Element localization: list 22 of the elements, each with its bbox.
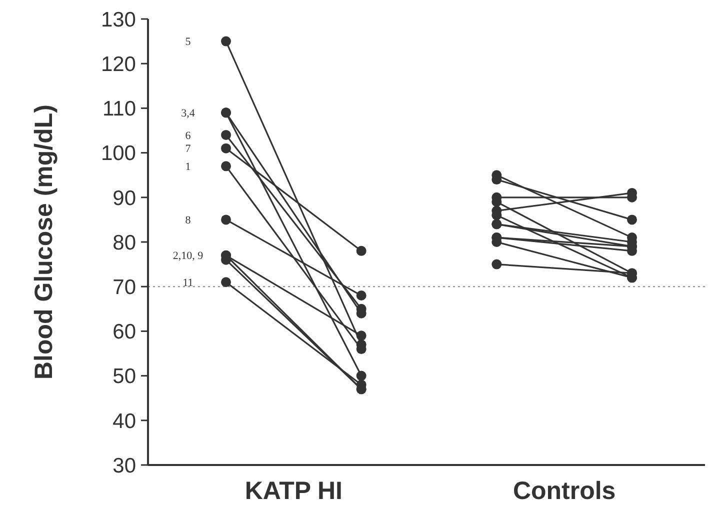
y-tick-label: 90 xyxy=(112,186,136,210)
text: 7 xyxy=(185,143,192,156)
y-tick-label: 60 xyxy=(112,320,136,344)
y-tick-label: 130 xyxy=(100,8,136,32)
text: KATP HI xyxy=(244,477,343,505)
y-tick-label: 50 xyxy=(112,365,136,388)
y-tick-label: 30 xyxy=(112,454,136,478)
y-axis-title: Blood Glucose (mg/dL) xyxy=(30,104,58,380)
y-tick-label: 80 xyxy=(112,231,136,254)
series-label: 2,10, 9 xyxy=(172,250,204,262)
y-tick-label: 110 xyxy=(102,98,136,121)
text: 11 xyxy=(182,276,194,289)
text: 5 xyxy=(185,36,192,48)
y-tick-label: 40 xyxy=(112,410,136,433)
text: 1 xyxy=(185,161,191,174)
text: 3,4 xyxy=(181,108,196,120)
y-tick-label: 100 xyxy=(100,142,136,166)
y-tick-label: 70 xyxy=(112,276,136,299)
text: 8 xyxy=(185,214,192,227)
text: Controls xyxy=(512,477,616,505)
y-tick-label: 120 xyxy=(100,52,136,76)
text: 6 xyxy=(185,130,192,142)
